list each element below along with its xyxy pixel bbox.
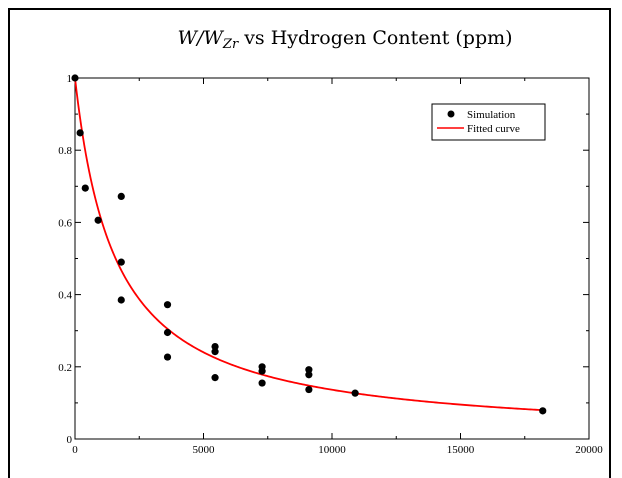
- simulation-point: [81, 184, 89, 192]
- x-tick-label: 5000: [193, 444, 216, 456]
- simulation-point: [258, 367, 266, 375]
- simulation-point: [211, 374, 219, 382]
- simulation-point: [211, 348, 219, 356]
- simulation-point: [258, 379, 266, 387]
- x-tick-label: 10000: [318, 444, 346, 456]
- title-subscript: Zr: [222, 37, 239, 52]
- simulation-point: [305, 371, 313, 379]
- title-rest: vs Hydrogen Content (ppm): [238, 27, 512, 49]
- legend-box: [431, 103, 546, 141]
- simulation-point: [117, 192, 125, 201]
- simulation-points-layer: [71, 74, 547, 415]
- simulation-point: [94, 216, 102, 224]
- simulation-point: [163, 301, 172, 309]
- x-tick-label: 0: [72, 444, 78, 456]
- simulation-point: [539, 407, 547, 415]
- simulation-point: [305, 366, 313, 374]
- legend: Simulation Fitted curve: [431, 103, 546, 141]
- chart-frame: [8, 8, 611, 478]
- y-tick-label: 0.8: [58, 145, 72, 157]
- simulation-point: [305, 385, 313, 394]
- chart-title: W/WZr vs Hydrogen Content (ppm): [177, 27, 512, 52]
- y-tick-label: 0.6: [58, 217, 72, 229]
- simulation-point: [117, 258, 125, 266]
- fitted-curve-layer: [74, 77, 543, 412]
- legend-simulation-marker: [447, 110, 455, 118]
- x-tick-label: 20000: [575, 444, 603, 456]
- y-tick-label: 0: [67, 434, 73, 446]
- y-tick-label: 0.2: [58, 362, 72, 374]
- axis-ticks: 0 5000 10000 15000 20000 0 0.2 0.4 0.6 0.8 1: [58, 73, 603, 456]
- y-tick-label: 1: [67, 73, 73, 85]
- simulation-point: [163, 353, 172, 361]
- simulation-point: [351, 389, 359, 397]
- fitted-curve-line: [74, 77, 543, 412]
- legend-fitted-curve-label: Fitted curve: [467, 123, 520, 135]
- simulation-point: [163, 328, 172, 337]
- simulation-point: [117, 296, 125, 304]
- y-tick-label: 0.4: [58, 290, 72, 302]
- legend-simulation-label: Simulation: [467, 109, 516, 121]
- scatter-chart: W/WZr vs Hydrogen Content (ppm) 0 5000 100…: [58, 27, 603, 456]
- simulation-point: [71, 74, 79, 82]
- title-main: W/W: [177, 27, 224, 49]
- x-tick-label: 15000: [447, 444, 475, 456]
- simulation-point: [211, 342, 219, 351]
- simulation-point: [76, 129, 84, 137]
